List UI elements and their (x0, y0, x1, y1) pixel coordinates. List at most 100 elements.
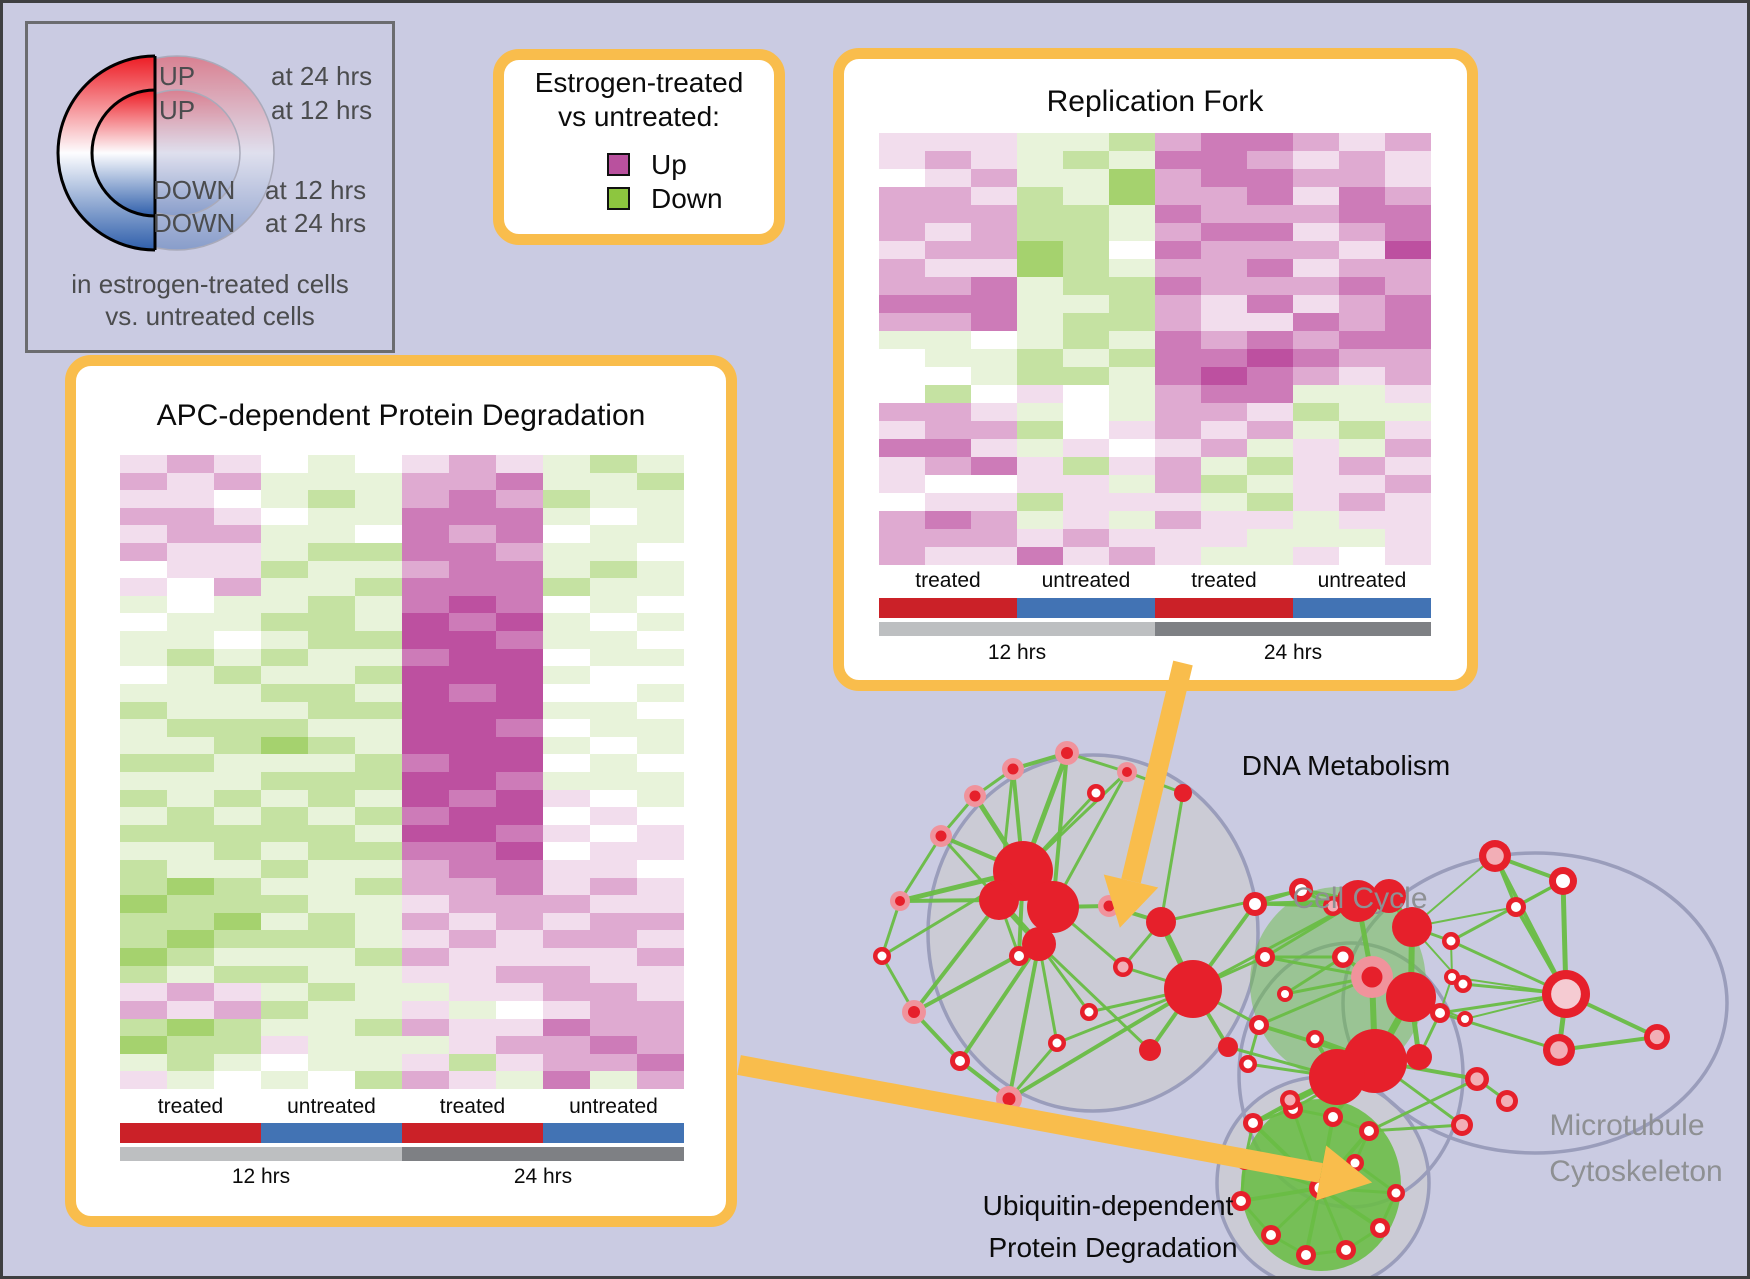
heatmap-cell (1293, 187, 1339, 205)
connector-arrow-head (1103, 874, 1159, 928)
heatmap-cell (925, 349, 971, 367)
heatmap-cell (543, 578, 590, 596)
apc-time-labels: 12 hrs 24 hrs (120, 1165, 684, 1195)
heatmap-cell (308, 965, 355, 984)
heatmap-cell (449, 525, 496, 544)
heatmap-cell (590, 1018, 637, 1037)
heatmap-cell (1385, 241, 1431, 259)
heatmap-cell (925, 169, 971, 187)
heatmap-cell (590, 683, 637, 702)
heatmap-cell (1155, 169, 1201, 187)
heatmap-cell (879, 187, 925, 205)
heatmap-cell (879, 349, 925, 367)
heatmap-cell (1063, 313, 1109, 331)
heatmap-cell (308, 631, 355, 649)
heatmap-cell (496, 948, 543, 966)
heatmap-cell (1293, 295, 1339, 313)
heatmap-cell (879, 331, 925, 349)
heatmap-cell (1385, 331, 1431, 349)
heatmap-cell (590, 1000, 637, 1019)
heatmap-cell (1293, 169, 1339, 187)
heatmap-cell (261, 472, 308, 491)
heatmap-cell (1339, 403, 1385, 421)
rf-group-labels: treated untreated treated untreated (879, 569, 1431, 593)
heatmap-cell (1385, 295, 1431, 313)
heatmap-cell (1063, 439, 1109, 457)
heatmap-cell (543, 719, 590, 737)
heatmap-cell (120, 578, 167, 596)
heatmap-cell (402, 965, 449, 984)
heatmap-cell (308, 719, 355, 737)
heatmap-cell (120, 771, 167, 790)
heatmap-cell (637, 948, 684, 966)
heatmap-cell (637, 754, 684, 772)
heatmap-cell (261, 771, 308, 790)
heatmap-cell (971, 223, 1017, 241)
heatmap-cell (1017, 475, 1063, 493)
heatmap-cell (355, 683, 402, 702)
heatmap-cell (167, 613, 214, 632)
heatmap-cell (167, 1071, 214, 1089)
heatmap-cell (214, 1018, 261, 1037)
network-node-core (1361, 966, 1383, 988)
heatmap-cell (1385, 151, 1431, 169)
heatmap-cell (1109, 421, 1155, 439)
heatmap-cell (308, 666, 355, 684)
heatmap-cell (120, 754, 167, 772)
legend-row-up12-dir: UP (159, 95, 196, 125)
heatmap-cell (1201, 331, 1247, 349)
heatmap-cell (971, 133, 1017, 151)
network-node-core (1364, 1126, 1374, 1136)
heatmap-cell (637, 648, 684, 667)
heatmap-cell (355, 754, 402, 772)
heatmap-cell (355, 789, 402, 808)
heatmap-cell (308, 543, 355, 561)
heatmap-cell (543, 754, 590, 772)
heatmap-cell (1247, 259, 1293, 277)
heatmap-cell (214, 631, 261, 649)
heatmap-cell (449, 490, 496, 508)
heatmap-cell (925, 133, 971, 151)
heatmap-cell (1017, 331, 1063, 349)
heatmap-cell (1201, 169, 1247, 187)
network-node-core (1328, 1112, 1338, 1122)
heatmap-cell (1385, 439, 1431, 457)
heatmap-cell (543, 807, 590, 825)
heatmap-cell (1247, 403, 1293, 421)
heatmap-cell (1201, 277, 1247, 295)
updown-legend-title2: vs untreated: (558, 101, 720, 132)
connector-arrow-shaft (737, 1055, 1323, 1183)
heatmap-cell (1339, 547, 1385, 565)
network-node-core (1122, 767, 1132, 777)
heatmap-cell (1385, 457, 1431, 475)
heatmap-cell (590, 455, 637, 473)
network-node-core (1281, 990, 1289, 998)
heatmap-cell (590, 983, 637, 1001)
heatmap-cell (167, 965, 214, 984)
heatmap-cell (496, 525, 543, 544)
heatmap-cell (543, 895, 590, 913)
network-node-core (1455, 1118, 1469, 1132)
heatmap-cell (1293, 439, 1339, 457)
heatmap-cell (1063, 151, 1109, 169)
heatmap-cell (308, 648, 355, 667)
heatmap-cell (449, 754, 496, 772)
heatmap-cell (1247, 277, 1293, 295)
heatmap-cell (879, 295, 925, 313)
heatmap-cell (496, 754, 543, 772)
heatmap-cell (449, 1036, 496, 1054)
heatmap-cell (925, 547, 971, 565)
heatmap-cell (496, 455, 543, 473)
heatmap-cell (1247, 349, 1293, 367)
network-node-core (1391, 1188, 1401, 1198)
heatmap-cell (1063, 241, 1109, 259)
heatmap-cell (543, 877, 590, 896)
heatmap-cell (214, 490, 261, 508)
updown-legend-box (493, 49, 785, 245)
heatmap-cell (637, 631, 684, 649)
heatmap-cell (1155, 349, 1201, 367)
heatmap-cell (925, 295, 971, 313)
heatmap-cell (402, 824, 449, 843)
heatmap-cell (120, 965, 167, 984)
heatmap-cell (214, 912, 261, 931)
